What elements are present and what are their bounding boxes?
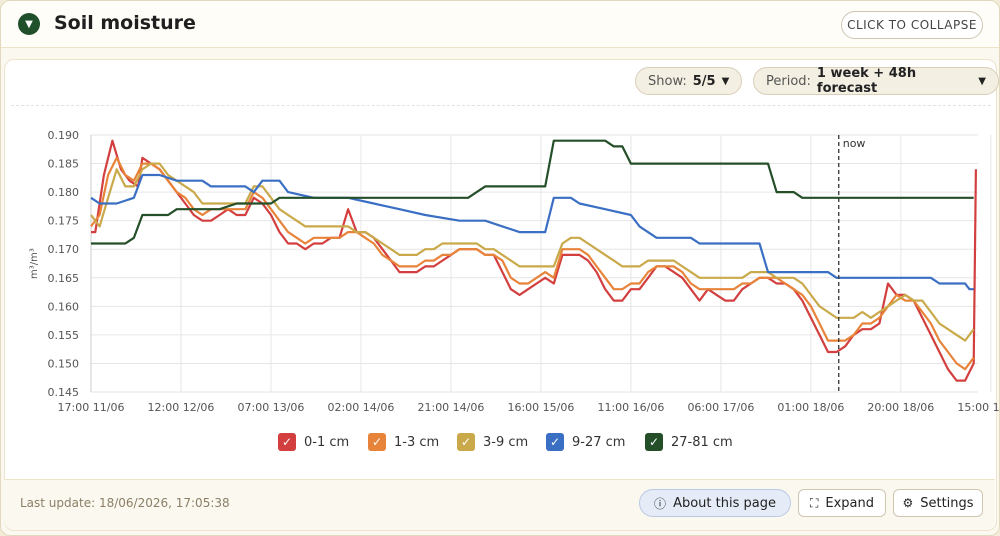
legend-item-9-27cm[interactable]: ✓ 9-27 cm	[546, 433, 625, 451]
legend-label: 9-27 cm	[572, 434, 626, 450]
legend-label: 0-1 cm	[304, 434, 350, 450]
x-tick-label: 06:00 17/06	[687, 401, 754, 414]
x-tick-label: 17:00 11/06	[58, 401, 125, 414]
series-line-3-9cm	[90, 162, 975, 342]
caret-down-icon: ▼	[721, 75, 730, 87]
about-page-button[interactable]: ⓘ About this page	[639, 489, 791, 517]
info-icon: ⓘ	[654, 496, 667, 511]
x-tick-label: 02:00 14/06	[328, 401, 395, 414]
show-label: Show:	[648, 73, 687, 89]
x-tick-label: 11:00 16/06	[597, 401, 664, 414]
caret-down-icon: ▼	[978, 75, 986, 87]
y-tick-label: 0.190	[48, 129, 80, 142]
legend-item-27-81cm[interactable]: ✓ 27-81 cm	[645, 433, 733, 451]
y-tick-label: 0.185	[48, 158, 80, 171]
expand-label: Expand	[825, 495, 875, 511]
checkmark-icon: ✓	[645, 433, 663, 451]
period-dropdown[interactable]: Period: 1 week + 48h forecast ▼	[753, 66, 999, 96]
checkmark-icon: ✓	[457, 433, 475, 451]
y-tick-label: 0.165	[48, 272, 80, 285]
legend-item-1-3cm[interactable]: ✓ 1-3 cm	[368, 433, 439, 451]
now-label: now	[843, 137, 866, 150]
legend-label: 27-81 cm	[671, 434, 733, 450]
y-tick-label: 0.155	[48, 329, 80, 342]
checkmark-icon: ✓	[278, 433, 296, 451]
checkmark-icon: ✓	[368, 433, 386, 451]
panel-title: Soil moisture	[54, 12, 196, 34]
settings-label: Settings	[920, 495, 974, 511]
series-line-0-1cm	[91, 139, 977, 382]
y-tick-label: 0.180	[48, 186, 80, 199]
series-line-27-81cm	[91, 139, 974, 245]
x-tick-label: 16:00 15/06	[507, 401, 574, 414]
period-label: Period:	[766, 73, 811, 89]
y-axis-label: m³/m³	[29, 248, 40, 279]
chart-card	[4, 59, 997, 531]
chart-legend: ✓ 0-1 cm ✓ 1-3 cm ✓ 3-9 cm ✓ 9-27 cm ✓ 27-81 cm	[1, 433, 1000, 455]
panel-footer: Last update: 18/06/2026, 17:05:38 ⓘ Abou…	[4, 479, 995, 530]
collapse-button[interactable]: CLICK TO COLLAPSE	[841, 11, 983, 39]
settings-button[interactable]: ⚙ Settings	[893, 489, 983, 517]
legend-label: 1-3 cm	[394, 434, 440, 450]
expand-button[interactable]: ⛶ Expand	[798, 489, 886, 517]
x-tick-label: 15:00 19/06	[957, 401, 1000, 414]
series-line-9-27cm	[90, 173, 974, 291]
soil-moisture-chart: 0.190 0.185 0.180 0.175 0.170 0.165 0.160 0.155…	[29, 129, 1000, 414]
legend-label: 3-9 cm	[483, 434, 529, 450]
panel-header: ▼ Soil moisture CLICK TO COLLAPSE	[1, 1, 999, 48]
legend-item-3-9cm[interactable]: ✓ 3-9 cm	[457, 433, 528, 451]
period-value: 1 week + 48h forecast	[816, 66, 917, 96]
y-tick-label: 0.150	[48, 357, 80, 370]
y-tick-label: 0.175	[48, 215, 80, 228]
x-tick-label: 01:00 18/06	[777, 401, 844, 414]
y-tick-label: 0.145	[48, 386, 80, 399]
about-label: About this page	[673, 495, 776, 511]
x-tick-label: 07:00 13/06	[238, 401, 305, 414]
divider	[11, 105, 991, 106]
series-line-1-3cm	[90, 156, 975, 371]
x-tick-label: 20:00 18/06	[867, 401, 934, 414]
y-tick-label: 0.160	[48, 300, 80, 313]
checkmark-icon: ✓	[546, 433, 564, 451]
y-tick-label: 0.170	[48, 243, 80, 256]
chevron-down-icon[interactable]: ▼	[18, 13, 40, 35]
show-dropdown[interactable]: Show: 5/5 ▼	[635, 67, 743, 95]
x-tick-label: 12:00 12/06	[148, 401, 215, 414]
legend-item-0-1cm[interactable]: ✓ 0-1 cm	[278, 433, 349, 451]
expand-icon: ⛶	[809, 495, 819, 510]
show-value: 5/5	[692, 73, 716, 89]
last-update-text: Last update: 18/06/2026, 17:05:38	[20, 496, 230, 510]
gear-icon: ⚙	[902, 496, 914, 510]
x-tick-label: 21:00 14/06	[417, 401, 484, 414]
